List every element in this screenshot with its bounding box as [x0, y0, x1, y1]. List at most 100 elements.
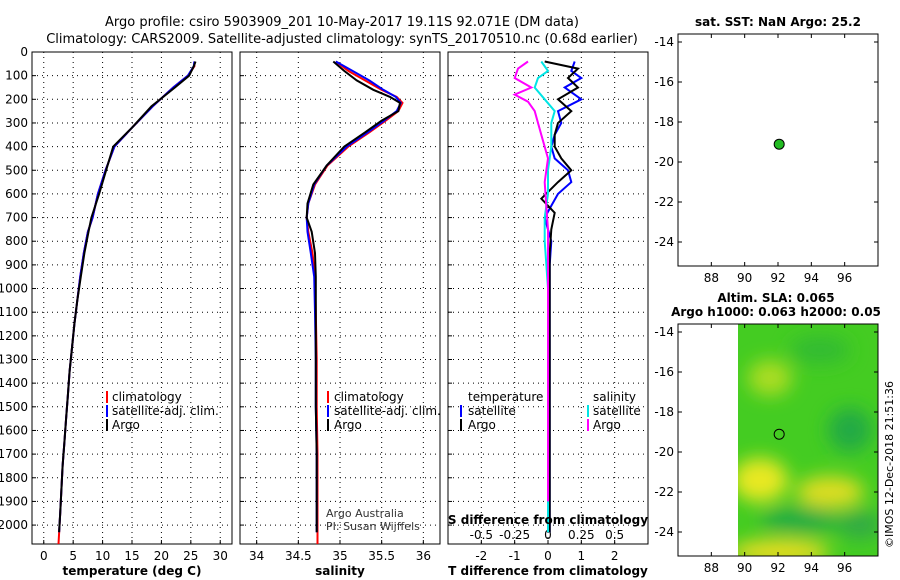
legend-title-salinity: salinity — [593, 390, 636, 404]
map-x-tick-label: 90 — [737, 561, 752, 575]
x-tick-label: 34 — [249, 549, 264, 563]
sla-map-title-2: Argo h1000: 0.063 h2000: 0.05 — [671, 305, 881, 319]
y-tick-label: 200 — [5, 92, 28, 106]
series-line-argo — [305, 60, 402, 533]
s-difference-tick-label: -0.25 — [499, 528, 530, 542]
pressure-axis: 0 100 200 300 400 500 600 700 800 900 1000 1100 1200… — [0, 45, 28, 532]
map-x-tick-label: 96 — [837, 561, 852, 575]
s-difference-tick-label: 0 — [544, 528, 552, 542]
credit-line-2: PI: Susan Wijffels — [326, 520, 420, 533]
temperature-lines — [57, 61, 197, 544]
x-tick-label: 35 — [332, 549, 347, 563]
sla-patch — [748, 360, 792, 396]
map-y-tick-label: -18 — [654, 405, 674, 419]
y-tick-label: 1600 — [0, 423, 28, 437]
y-tick-label: 800 — [5, 234, 28, 248]
salinity-grid — [240, 51, 440, 544]
y-tick-label: 600 — [5, 187, 28, 201]
series-line-salinity-argo — [512, 60, 550, 502]
difference-lines — [512, 60, 584, 533]
map-y-tick-label: -18 — [654, 115, 674, 129]
y-tick-label: 1500 — [0, 400, 28, 414]
salinity-legend: climatology satellite-adj. clim. Argo — [327, 390, 441, 432]
x-tick-label: 20 — [154, 549, 169, 563]
map-x-tick-label: 94 — [804, 271, 819, 285]
sla-patch — [760, 508, 840, 532]
x-tick-label: 36 — [416, 549, 431, 563]
map-x-tick-label: 90 — [737, 271, 752, 285]
legend-label: Argo — [468, 418, 496, 432]
x-tick-label: 34.5 — [285, 549, 312, 563]
y-tick-label: 1800 — [0, 471, 28, 485]
legend-label: satellite-adj. clim. — [112, 404, 219, 418]
y-tick-label: 900 — [5, 258, 28, 272]
x-tick-label: 1 — [578, 549, 586, 563]
map-y-tick-label: -24 — [654, 235, 674, 249]
s-difference-tick-label: 0.25 — [568, 528, 595, 542]
difference-legend: temperature satellite Argo salinity sate… — [460, 390, 641, 432]
salinity-x-label: salinity — [315, 564, 365, 578]
series-line-temperature-argo — [539, 60, 581, 533]
y-tick-label: 100 — [5, 69, 28, 83]
x-tick-label: 30 — [213, 549, 228, 563]
map-y-tick-label: -20 — [654, 445, 674, 459]
map-y-tick-label: -24 — [654, 525, 674, 539]
salinity-x-axis: 34 34.5 35 35.5 36 — [249, 540, 431, 563]
sla-map-title-1: Altim. SLA: 0.065 — [717, 291, 834, 305]
map-y-tick-label: -20 — [654, 155, 674, 169]
map-y-tick-label: -14 — [654, 325, 674, 339]
x-tick-label: 35.5 — [368, 549, 395, 563]
y-tick-label: 400 — [5, 140, 28, 154]
x-tick-label: 15 — [124, 549, 139, 563]
argo-float-marker — [773, 428, 785, 440]
sla-heatmap — [738, 324, 878, 556]
y-tick-label: 700 — [5, 211, 28, 225]
y-tick-label: 1200 — [0, 329, 28, 343]
y-tick-label: 1900 — [0, 494, 28, 508]
legend-label: climatology — [334, 390, 404, 404]
sst-map-title: sat. SST: NaN Argo: 25.2 — [695, 15, 861, 29]
map-y-tick-label: -16 — [654, 75, 674, 89]
map-x-tick-label: 96 — [837, 271, 852, 285]
y-tick-label: 300 — [5, 116, 28, 130]
x-tick-label: 0 — [544, 549, 552, 563]
series-line-argo — [58, 61, 197, 533]
imos-watermark: ©IMOS 12-Dec-2018 21:51:36 — [883, 381, 896, 548]
y-tick-label: 1000 — [0, 282, 28, 296]
y-tick-label: 2000 — [0, 518, 28, 532]
y-tick-label: 1400 — [0, 376, 28, 390]
map-y-tick-label: -22 — [654, 195, 674, 209]
series-line-climatology — [305, 60, 404, 544]
sla-patch — [738, 540, 830, 556]
legend-label: Argo — [334, 418, 362, 432]
legend-label: satellite — [468, 404, 516, 418]
map-y-tick-label: -14 — [654, 35, 674, 49]
y-tick-label: 500 — [5, 163, 28, 177]
sst-map-points — [773, 138, 785, 150]
t-difference-x-axis: -2 -1 0 1 2 — [475, 540, 618, 563]
y-tick-label: 0 — [20, 45, 28, 59]
map-x-tick-label: 88 — [704, 561, 719, 575]
temperature-x-axis: 0 5 10 15 20 25 30 — [40, 540, 228, 563]
x-tick-label: -2 — [475, 549, 487, 563]
temperature-x-label: temperature (deg C) — [63, 564, 202, 578]
t-difference-x-label: T difference from climatology — [448, 564, 648, 578]
x-tick-label: -1 — [509, 549, 521, 563]
sst-map-frame — [677, 33, 879, 267]
sst-map-axes: 88 90 92 94 96 -14 -16 -18 -20 -22 -24 — [654, 34, 878, 285]
legend-label: Argo — [593, 418, 621, 432]
s-difference-axis: -0.5 -0.25 0 0.25 0.5 — [470, 528, 625, 542]
x-tick-label: 0 — [40, 549, 48, 563]
map-x-tick-label: 92 — [770, 271, 785, 285]
x-tick-label: 2 — [611, 549, 619, 563]
map-x-tick-label: 92 — [770, 561, 785, 575]
y-tick-label: 1300 — [0, 353, 28, 367]
series-line-salinity-satellite — [533, 60, 556, 533]
x-tick-label: 5 — [69, 549, 77, 563]
sla-patch — [790, 336, 850, 364]
legend-label: Argo — [112, 418, 140, 432]
map-y-tick-label: -22 — [654, 485, 674, 499]
argo-float-marker — [773, 138, 785, 150]
map-y-tick-label: -16 — [654, 365, 674, 379]
